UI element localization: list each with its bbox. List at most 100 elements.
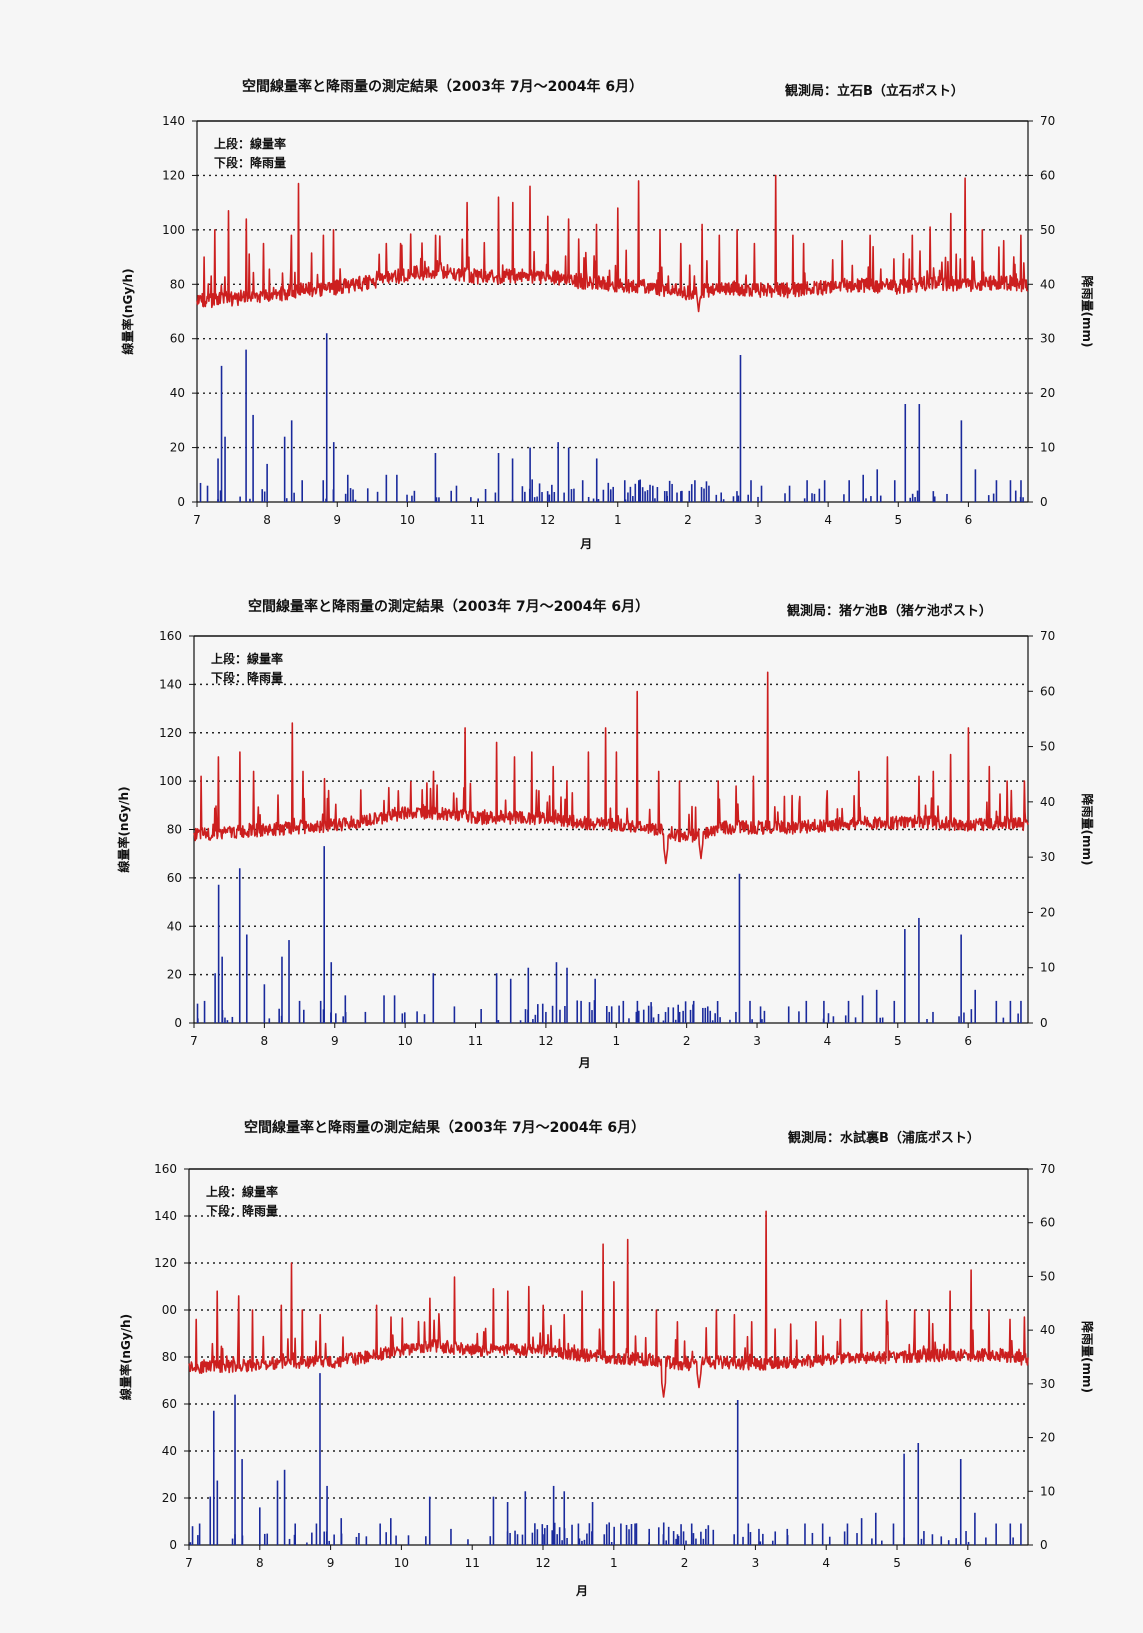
y-right-tick-label: 30	[1040, 332, 1055, 346]
y-tick-label: 60	[162, 1397, 177, 1411]
annotation-label: 上段：線量率	[211, 651, 283, 666]
y-right-tick-label: 70	[1040, 114, 1055, 128]
x-tick-label: 12	[535, 1556, 550, 1570]
y-right-tick-label: 10	[1040, 1484, 1055, 1498]
y-right-tick-label: 40	[1040, 795, 1055, 809]
y-tick-label: 120	[159, 726, 182, 740]
x-tick-label: 9	[327, 1556, 335, 1570]
y-right-tick-label: 10	[1040, 961, 1055, 975]
rain-series	[189, 1373, 1022, 1545]
y-right-tick-label: 20	[1040, 1431, 1055, 1445]
dose-rate-line	[196, 174, 1029, 313]
y-right-tick-label: 20	[1040, 386, 1055, 400]
y-tick-label: 40	[167, 919, 182, 933]
station-label: 観測局：水試裏B（浦底ポスト）	[788, 1131, 980, 1146]
x-tick-label: 1	[614, 513, 622, 527]
x-axis-label: 月	[579, 537, 592, 551]
x-axis-label: 月	[578, 1056, 591, 1070]
y-right-tick-label: 50	[1040, 740, 1055, 754]
x-axis-label: 月	[575, 1584, 588, 1598]
y-right-axis-label: 降雨量(mm)	[1080, 794, 1095, 866]
y-tick-label: 60	[167, 871, 182, 885]
chart-panel-urasoko: 空間線量率と降雨量の測定結果（2003年 7月～2004年 6月） 観測局：水試…	[0, 1045, 1143, 1633]
y-axis-label: 線量率(nGy/h)	[116, 786, 131, 872]
y-tick-label: 20	[170, 441, 185, 455]
x-tick-label: 2	[681, 1556, 689, 1570]
chart-panel-tateishi: 空間線量率と降雨量の測定結果（2003年 7月～2004年 6月） 観測局：立石…	[0, 0, 1143, 560]
y-right-tick-label: 70	[1040, 629, 1055, 643]
x-tick-label: 7	[185, 1556, 193, 1570]
x-tick-label: 11	[468, 1034, 483, 1048]
x-tick-label: 11	[470, 513, 485, 527]
chart-svg: 0 20 40 60 80 00 120 140 160 0 10 20 30 40 50 60 70 7 8 9 10…	[118, 1162, 1095, 1598]
y-right-axis-label: 降雨量(mm)	[1080, 276, 1095, 348]
x-tick-label: 3	[752, 1556, 760, 1570]
y-tick-label: 0	[169, 1538, 177, 1552]
x-tick-label: 3	[754, 513, 762, 527]
x-tick-label: 4	[824, 513, 832, 527]
x-tick-label: 7	[193, 513, 201, 527]
x-tick-label: 10	[400, 513, 415, 527]
y-tick-label: 0	[177, 495, 185, 509]
y-right-axis-label: 降雨量(mm)	[1080, 1321, 1095, 1393]
x-tick-label: 9	[331, 1034, 339, 1048]
x-tick-label: 5	[894, 513, 902, 527]
y-right-tick-label: 50	[1040, 223, 1055, 237]
y-axis-label: 線量率(nGy/h)	[120, 268, 135, 354]
y-right-tick-label: 60	[1040, 168, 1055, 182]
chart-title: 空間線量率と降雨量の測定結果（2003年 7月～2004年 6月）	[248, 599, 650, 615]
y-right-tick-label: 20	[1040, 905, 1055, 919]
chart-panel-ikenogaike: 空間線量率と降雨量の測定結果（2003年 7月～2004年 6月） 観測局：猪ケ…	[0, 520, 1143, 1080]
y-right-tick-label: 30	[1040, 1377, 1055, 1391]
y-tick-label: 140	[154, 1209, 177, 1223]
rain-series	[199, 333, 1024, 502]
annotation-label: 下段：降雨量	[206, 1203, 278, 1218]
x-tick-label: 8	[263, 513, 271, 527]
chart-title: 空間線量率と降雨量の測定結果（2003年 7月～2004年 6月）	[242, 79, 644, 95]
x-tick-label: 2	[684, 513, 692, 527]
x-tick-label: 6	[964, 1556, 972, 1570]
y-tick-label: 40	[162, 1444, 177, 1458]
x-tick-label: 9	[333, 513, 341, 527]
y-tick-label: 40	[170, 386, 185, 400]
x-tick-label: 2	[683, 1034, 691, 1048]
dose-rate-line	[188, 1210, 1029, 1398]
x-tick-label: 12	[540, 513, 555, 527]
x-tick-label: 8	[256, 1556, 264, 1570]
chart-title: 空間線量率と降雨量の測定結果（2003年 7月～2004年 6月）	[244, 1120, 646, 1136]
x-tick-label: 5	[893, 1556, 901, 1570]
y-right-tick-label: 10	[1040, 441, 1055, 455]
station-label: 観測局：猪ケ池B（猪ケ池ポスト）	[787, 604, 992, 619]
x-tick-label: 11	[465, 1556, 480, 1570]
x-tick-label: 6	[965, 513, 973, 527]
y-right-tick-label: 40	[1040, 1323, 1055, 1337]
y-tick-label: 160	[154, 1162, 177, 1176]
y-tick-label: 80	[167, 823, 182, 837]
y-tick-label: 100	[162, 223, 185, 237]
annotation-label: 上段：線量率	[206, 1184, 278, 1199]
y-tick-label: 80	[170, 277, 185, 291]
y-tick-label: 100	[159, 774, 182, 788]
y-tick-label: 140	[162, 114, 185, 128]
x-tick-label: 10	[394, 1556, 409, 1570]
y-axis-label: 線量率(nGy/h)	[118, 1314, 133, 1400]
x-tick-label: 1	[612, 1034, 620, 1048]
y-right-tick-label: 0	[1040, 1016, 1048, 1030]
chart-svg: 0 20 40 60 80 100 120 140 160 0 10 20 30 40 50 60 70 7 8 9 1…	[116, 629, 1095, 1070]
x-tick-label: 8	[261, 1034, 269, 1048]
y-right-tick-label: 60	[1040, 684, 1055, 698]
station-label: 観測局：立石B（立石ポスト）	[785, 84, 964, 99]
y-tick-label: 20	[162, 1491, 177, 1505]
y-right-tick-label: 60	[1040, 1216, 1055, 1230]
y-right-tick-label: 30	[1040, 850, 1055, 864]
y-right-tick-label: 50	[1040, 1269, 1055, 1283]
y-tick-label: 20	[167, 968, 182, 982]
y-tick-label: 60	[170, 332, 185, 346]
x-tick-label: 3	[753, 1034, 761, 1048]
y-tick-label: 0	[174, 1016, 182, 1030]
x-tick-label: 4	[822, 1556, 830, 1570]
y-tick-label: 140	[159, 677, 182, 691]
x-tick-label: 7	[190, 1034, 198, 1048]
rain-series	[196, 846, 1022, 1023]
